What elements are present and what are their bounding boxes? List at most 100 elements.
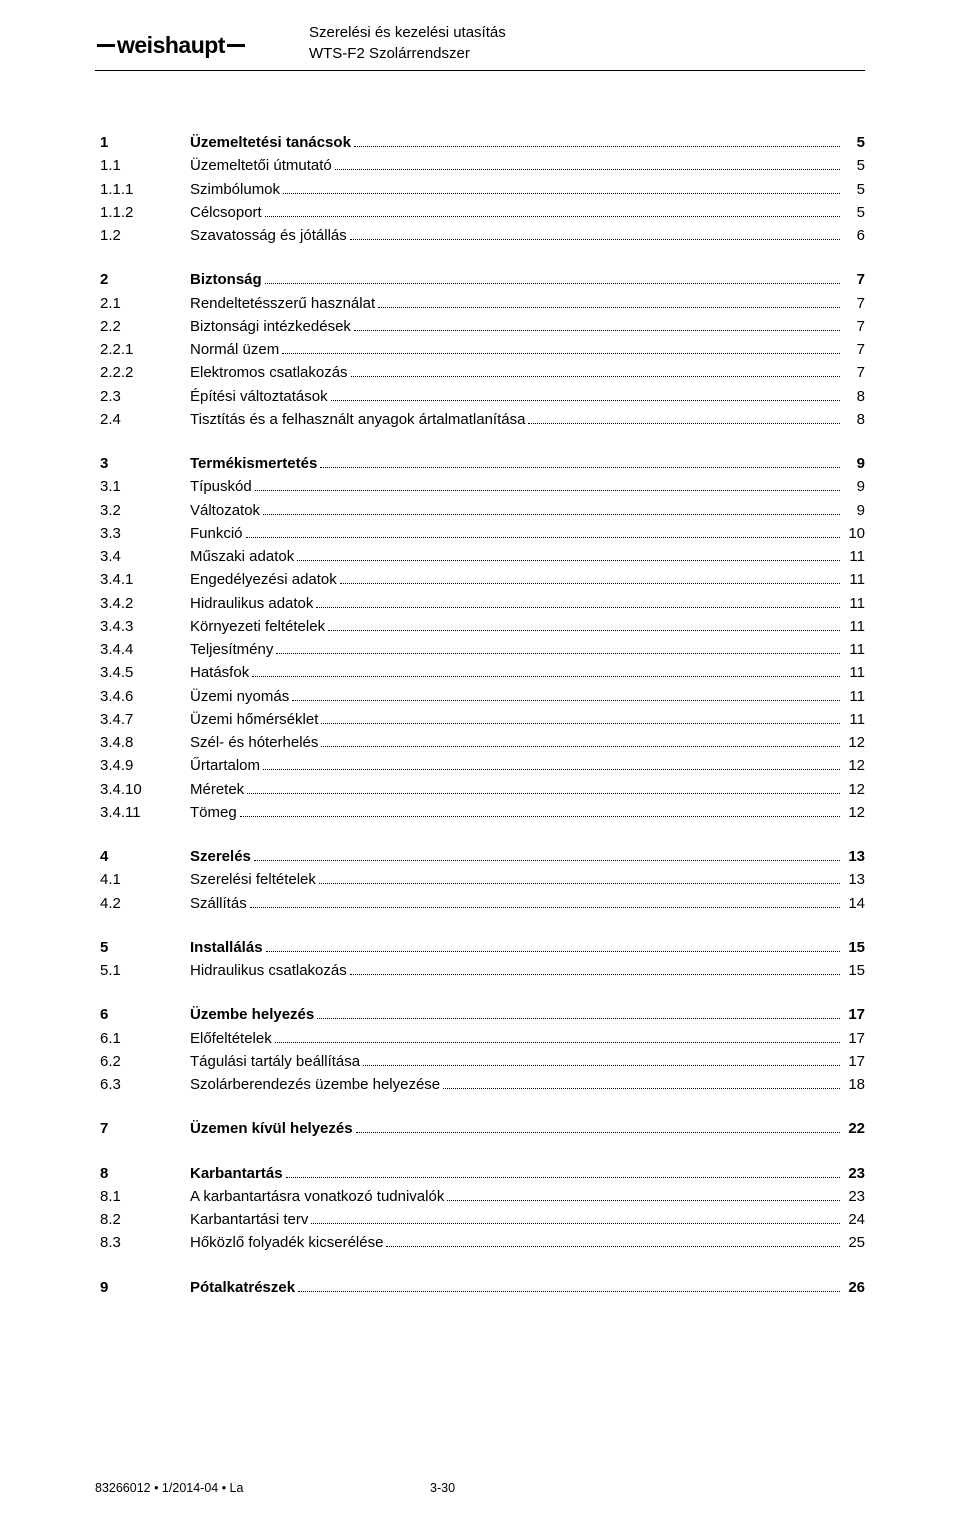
toc-title: Szimbólumok [190, 178, 280, 201]
toc-page: 7 [843, 361, 865, 384]
toc-number: 7 [100, 1117, 190, 1140]
dot-leader [350, 239, 840, 240]
dash-icon [227, 44, 245, 47]
toc-row: 2.2.1Normál üzem7 [100, 338, 865, 361]
toc-number: 3.2 [100, 499, 190, 522]
toc-title-wrap: Hidraulikus adatok [190, 592, 843, 615]
toc-page: 12 [843, 731, 865, 754]
toc-number: 6.1 [100, 1027, 190, 1050]
toc-row: 1.1.1Szimbólumok5 [100, 178, 865, 201]
toc-title-wrap: Szél- és hóterhelés [190, 731, 843, 754]
dot-leader [254, 860, 840, 861]
toc-title-wrap: Üzemeltetői útmutató [190, 154, 843, 177]
toc-page: 5 [843, 131, 865, 154]
dot-leader [292, 700, 840, 701]
toc-number: 8.1 [100, 1185, 190, 1208]
dot-leader [282, 353, 840, 354]
toc-number: 3.4.1 [100, 568, 190, 591]
dot-leader [263, 514, 840, 515]
toc-page: 7 [843, 268, 865, 291]
toc-group: 1Üzemeltetési tanácsok51.1Üzemeltetői út… [100, 131, 865, 247]
toc-page: 7 [843, 292, 865, 315]
toc-row: 3.4.11Tömeg12 [100, 801, 865, 824]
dot-leader [275, 1042, 840, 1043]
toc-title: Szavatosság és jótállás [190, 224, 347, 247]
toc-title: Normál üzem [190, 338, 279, 361]
toc-row: 8.1A karbantartásra vonatkozó tudnivalók… [100, 1185, 865, 1208]
toc-title-wrap: Szerelési feltételek [190, 868, 843, 891]
toc-page: 15 [843, 959, 865, 982]
toc-number: 2.2.2 [100, 361, 190, 384]
toc-row: 3.4.3Környezeti feltételek11 [100, 615, 865, 638]
dot-leader [286, 1177, 840, 1178]
toc-title-wrap: Űrtartalom [190, 754, 843, 777]
toc-title-wrap: Típuskód [190, 475, 843, 498]
toc-row: 5Installálás15 [100, 936, 865, 959]
toc-title: Hőközlő folyadék kicserélése [190, 1231, 383, 1254]
dot-leader [386, 1246, 840, 1247]
toc-number: 1.1.2 [100, 201, 190, 224]
page-header: weishaupt Szerelési és kezelési utasítás… [95, 22, 865, 71]
page-footer: 83266012 • 1/2014-04 • La 3-30 [95, 1481, 865, 1495]
toc-title-wrap: Méretek [190, 778, 843, 801]
toc-number: 4.2 [100, 892, 190, 915]
toc-title-wrap: Szerelés [190, 845, 843, 868]
toc-page: 7 [843, 315, 865, 338]
toc-title: Célcsoport [190, 201, 262, 224]
toc-title-wrap: Szavatosság és jótállás [190, 224, 843, 247]
dot-leader [320, 467, 840, 468]
footer-docref: 83266012 • 1/2014-04 • La [95, 1481, 395, 1495]
dot-leader [276, 653, 840, 654]
toc-title-wrap: Karbantartás [190, 1162, 843, 1185]
toc-group: 2Biztonság72.1Rendeltetésszerű használat… [100, 268, 865, 431]
toc-page: 10 [843, 522, 865, 545]
toc-row: 2.3Építési változtatások8 [100, 385, 865, 408]
dot-leader [335, 169, 840, 170]
toc-title-wrap: Installálás [190, 936, 843, 959]
toc-page: 9 [843, 452, 865, 475]
toc-number: 4.1 [100, 868, 190, 891]
toc-row: 3.4.5Hatásfok11 [100, 661, 865, 684]
toc-title: Környezeti feltételek [190, 615, 325, 638]
header-line-2: WTS-F2 Szolárrendszer [309, 43, 506, 64]
toc-title: Engedélyezési adatok [190, 568, 337, 591]
dot-leader [298, 1291, 840, 1292]
toc-title: Üzemeltetési tanácsok [190, 131, 351, 154]
dot-leader [331, 400, 840, 401]
toc-page: 12 [843, 778, 865, 801]
toc-row: 3.4Műszaki adatok11 [100, 545, 865, 568]
toc-number: 2.2 [100, 315, 190, 338]
toc-title-wrap: Üzemeltetési tanácsok [190, 131, 843, 154]
toc-title-wrap: Hőközlő folyadék kicserélése [190, 1231, 843, 1254]
toc-number: 8.2 [100, 1208, 190, 1231]
toc-number: 3.4.5 [100, 661, 190, 684]
toc-row: 3.4.2Hidraulikus adatok11 [100, 592, 865, 615]
dot-leader [266, 951, 840, 952]
toc-title: Méretek [190, 778, 244, 801]
toc-number: 3 [100, 452, 190, 475]
toc-row: 1.1.2Célcsoport5 [100, 201, 865, 224]
toc-number: 1 [100, 131, 190, 154]
toc-row: 9Pótalkatrészek26 [100, 1276, 865, 1299]
toc-number: 2 [100, 268, 190, 291]
table-of-contents: 1Üzemeltetési tanácsok51.1Üzemeltetői út… [100, 131, 865, 1299]
toc-title: Előfeltételek [190, 1027, 272, 1050]
toc-title-wrap: Tisztítás és a felhasznált anyagok ártal… [190, 408, 843, 431]
toc-group: 4Szerelés134.1Szerelési feltételek134.2S… [100, 845, 865, 915]
toc-number: 4 [100, 845, 190, 868]
toc-title-wrap: Változatok [190, 499, 843, 522]
dot-leader [317, 1018, 840, 1019]
toc-number: 3.4.4 [100, 638, 190, 661]
toc-number: 2.3 [100, 385, 190, 408]
toc-row: 3.4.1Engedélyezési adatok11 [100, 568, 865, 591]
toc-page: 11 [843, 708, 865, 731]
toc-row: 1Üzemeltetési tanácsok 5 [100, 131, 865, 154]
toc-row: 6.3Szolárberendezés üzembe helyezése18 [100, 1073, 865, 1096]
toc-title: Üzemi nyomás [190, 685, 289, 708]
toc-title-wrap: Üzemi hőmérséklet [190, 708, 843, 731]
toc-page: 15 [843, 936, 865, 959]
toc-row: 2.4Tisztítás és a felhasznált anyagok ár… [100, 408, 865, 431]
toc-row: 4.1Szerelési feltételek13 [100, 868, 865, 891]
toc-row: 3.4.9Űrtartalom12 [100, 754, 865, 777]
dot-leader [263, 769, 840, 770]
